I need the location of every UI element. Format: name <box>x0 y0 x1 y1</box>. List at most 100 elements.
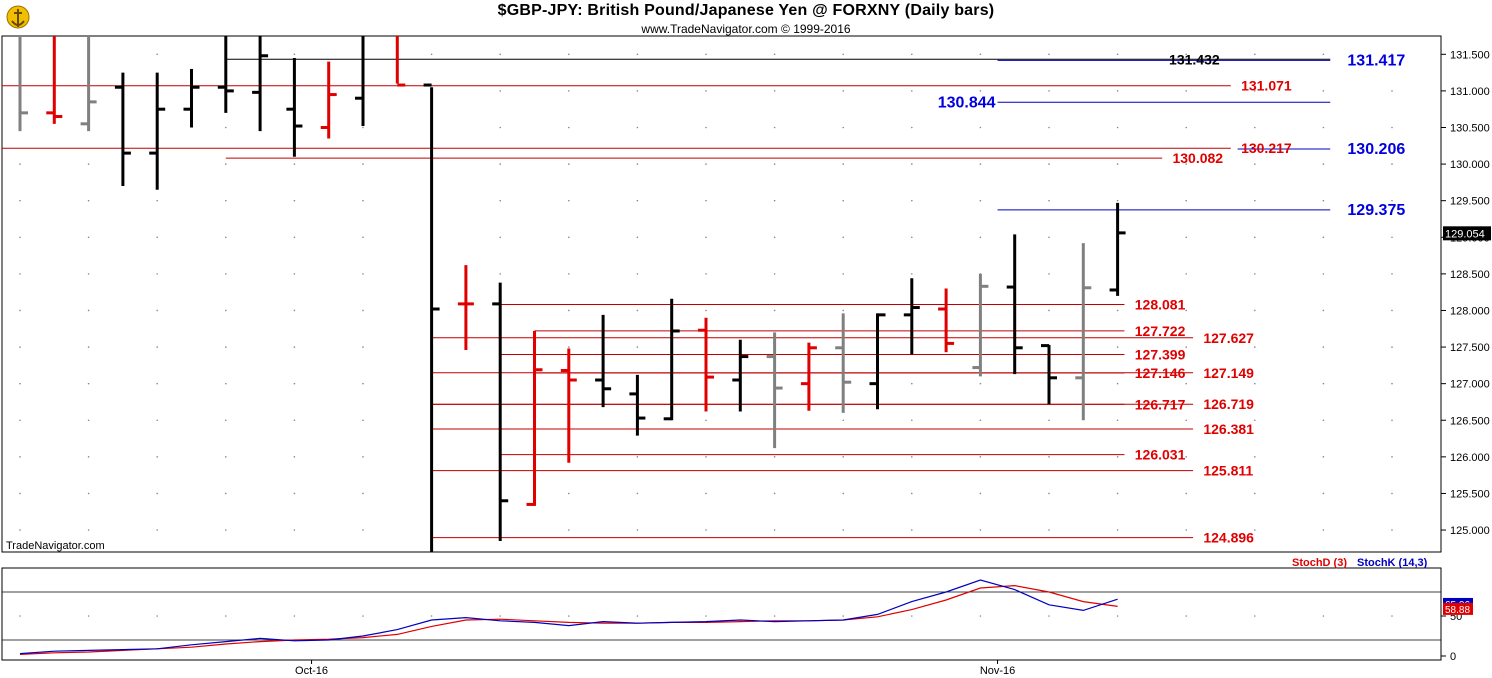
stoch-k-legend: StochK (14,3) <box>1357 557 1428 569</box>
grid-dot <box>1391 273 1393 275</box>
price-bar <box>183 68 200 128</box>
grid-dot <box>911 199 913 202</box>
grid-dot <box>1254 236 1256 239</box>
grid-dot <box>87 419 90 422</box>
grid-dot <box>636 456 639 458</box>
grid-dot <box>568 273 570 275</box>
stoch-d-value: 58.88 <box>1445 605 1470 616</box>
grid-dot <box>19 615 21 617</box>
price-bar <box>766 332 783 449</box>
current-price-label: 129.054 <box>1445 228 1485 240</box>
grid-dot <box>293 382 296 385</box>
price-tick-label: 125.000 <box>1450 525 1490 537</box>
grid-dot <box>1185 273 1187 275</box>
grid-dot <box>362 199 364 202</box>
time-axis: Oct-16 Nov-16 <box>295 660 1015 677</box>
grid-dot <box>1391 163 1393 165</box>
grid-dot <box>979 419 982 422</box>
price-bar <box>149 72 166 190</box>
grid-dot <box>1048 53 1050 56</box>
grid-dot <box>156 199 158 202</box>
grid-dot <box>911 492 913 495</box>
grid-dot <box>568 309 570 312</box>
grid-dot <box>911 419 913 422</box>
grid-dot <box>499 126 502 129</box>
grid-dot <box>1322 90 1325 92</box>
price-bar <box>698 317 714 412</box>
level-label: 126.381 <box>1203 421 1254 437</box>
grid-dot <box>1116 53 1119 56</box>
grid-dot <box>705 90 707 92</box>
grid-dot <box>979 163 982 165</box>
watermark-text: TradeNavigator.com <box>6 540 105 552</box>
grid-dot <box>979 492 982 495</box>
stoch-tick-label: 0 <box>1450 651 1456 663</box>
grid-dot <box>842 90 844 92</box>
grid-dot <box>1391 419 1393 422</box>
grid-dot <box>636 53 639 56</box>
grid-dot <box>636 492 639 495</box>
grid-dot <box>1391 529 1393 531</box>
price-bar <box>595 314 612 408</box>
grid-dot <box>225 236 227 239</box>
grid-dot <box>911 615 913 617</box>
grid-dot <box>1185 199 1187 202</box>
grid-dot <box>1391 492 1393 495</box>
grid-dot <box>156 346 158 348</box>
grid-dot <box>225 382 227 385</box>
price-bar <box>869 313 886 410</box>
current-price-box <box>1443 226 1491 241</box>
grid-dot <box>362 126 364 129</box>
grid-dot <box>842 529 844 531</box>
price-bar <box>217 36 234 113</box>
grid-dot <box>87 199 90 202</box>
grid-dot <box>87 529 90 531</box>
level-label: 125.811 <box>1203 463 1253 479</box>
price-tick-label: 131.000 <box>1450 86 1490 98</box>
grid-dot <box>87 273 90 275</box>
grid-dot <box>636 126 639 129</box>
grid-dot <box>636 199 639 202</box>
grid-dot <box>773 126 776 129</box>
price-bar <box>80 36 97 132</box>
grid-dot <box>1116 163 1119 165</box>
price-bar <box>395 36 406 87</box>
grid-dot <box>1116 456 1119 458</box>
level-label: 129.375 <box>1347 202 1405 219</box>
level-label: 130.844 <box>938 94 996 111</box>
grid-dot <box>1322 126 1325 129</box>
grid-dot <box>293 236 296 239</box>
grid-dot <box>636 346 639 348</box>
grid-dot <box>1185 346 1187 348</box>
grid-dot <box>1185 382 1187 385</box>
grid-dot <box>911 90 913 92</box>
grid-dot <box>636 529 639 531</box>
grid-dot <box>1185 90 1187 92</box>
stoch-k-line <box>19 579 1118 655</box>
grid-dot <box>87 346 90 348</box>
time-tick-label: Nov-16 <box>980 665 1015 677</box>
grid-dot <box>1254 53 1256 56</box>
level-label: 130.217 <box>1241 140 1292 156</box>
grid-dot <box>1185 236 1187 239</box>
grid-dot <box>225 126 227 129</box>
grid-dot <box>499 199 502 202</box>
price-bar <box>114 72 131 187</box>
grid-dot <box>636 236 639 239</box>
price-bar <box>903 278 920 355</box>
grid-dot <box>19 346 21 348</box>
grid-dot <box>1048 199 1050 202</box>
grid-dot <box>1254 90 1256 92</box>
grid-dot <box>979 382 982 385</box>
grid-dot <box>293 529 296 531</box>
grid-dot <box>19 529 21 531</box>
grid-dot <box>293 273 296 275</box>
grid-dot <box>1048 273 1050 275</box>
grid-dot <box>1322 382 1325 385</box>
level-label: 126.717 <box>1135 396 1186 412</box>
grid-dot <box>568 529 570 531</box>
grid-dot <box>87 615 90 617</box>
price-bar <box>252 36 269 132</box>
grid-dot <box>1185 492 1187 495</box>
grid-dot <box>1322 419 1325 422</box>
